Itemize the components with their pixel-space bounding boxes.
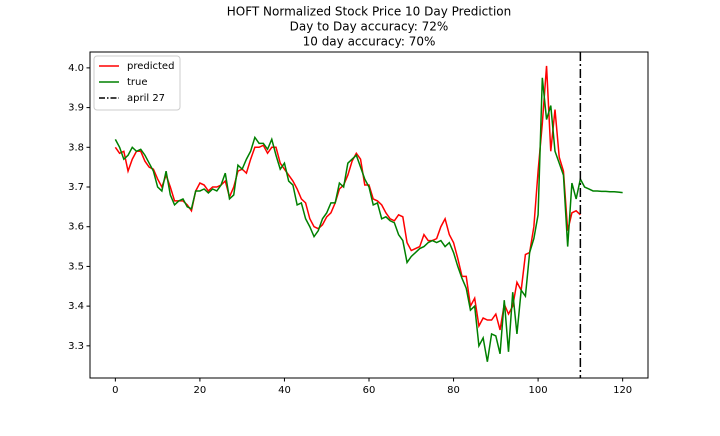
y-tick-label: 3.6 <box>68 222 84 233</box>
y-tick-label: 4.0 <box>68 63 84 74</box>
legend-label: predicted <box>127 61 174 72</box>
chart-subtitle: Day to Day accuracy: 72% <box>290 20 449 34</box>
x-tick-label: 80 <box>447 385 460 396</box>
series-line <box>114 77 623 362</box>
y-tick-label: 3.9 <box>68 103 84 114</box>
y-tick-label: 3.8 <box>68 142 84 153</box>
y-tick-label: 3.3 <box>68 341 84 352</box>
y-tick-label: 3.5 <box>68 261 84 272</box>
x-tick-label: 20 <box>194 385 207 396</box>
series-line <box>114 65 581 331</box>
legend-label: true <box>127 77 148 88</box>
x-tick-label: 100 <box>529 385 548 396</box>
y-tick-label: 3.4 <box>68 301 84 312</box>
axes-frame <box>89 51 649 379</box>
y-tick-label: 3.7 <box>68 182 84 193</box>
x-tick-label: 60 <box>363 385 376 396</box>
chart-title: HOFT Normalized Stock Price 10 Day Predi… <box>227 5 512 19</box>
x-tick-label: 0 <box>112 385 118 396</box>
legend-label: april 27 <box>127 93 165 104</box>
x-tick-label: 40 <box>278 385 291 396</box>
legend-box <box>93 55 181 111</box>
chart-subtitle: 10 day accuracy: 70% <box>303 35 436 49</box>
x-tick-label: 120 <box>613 385 632 396</box>
